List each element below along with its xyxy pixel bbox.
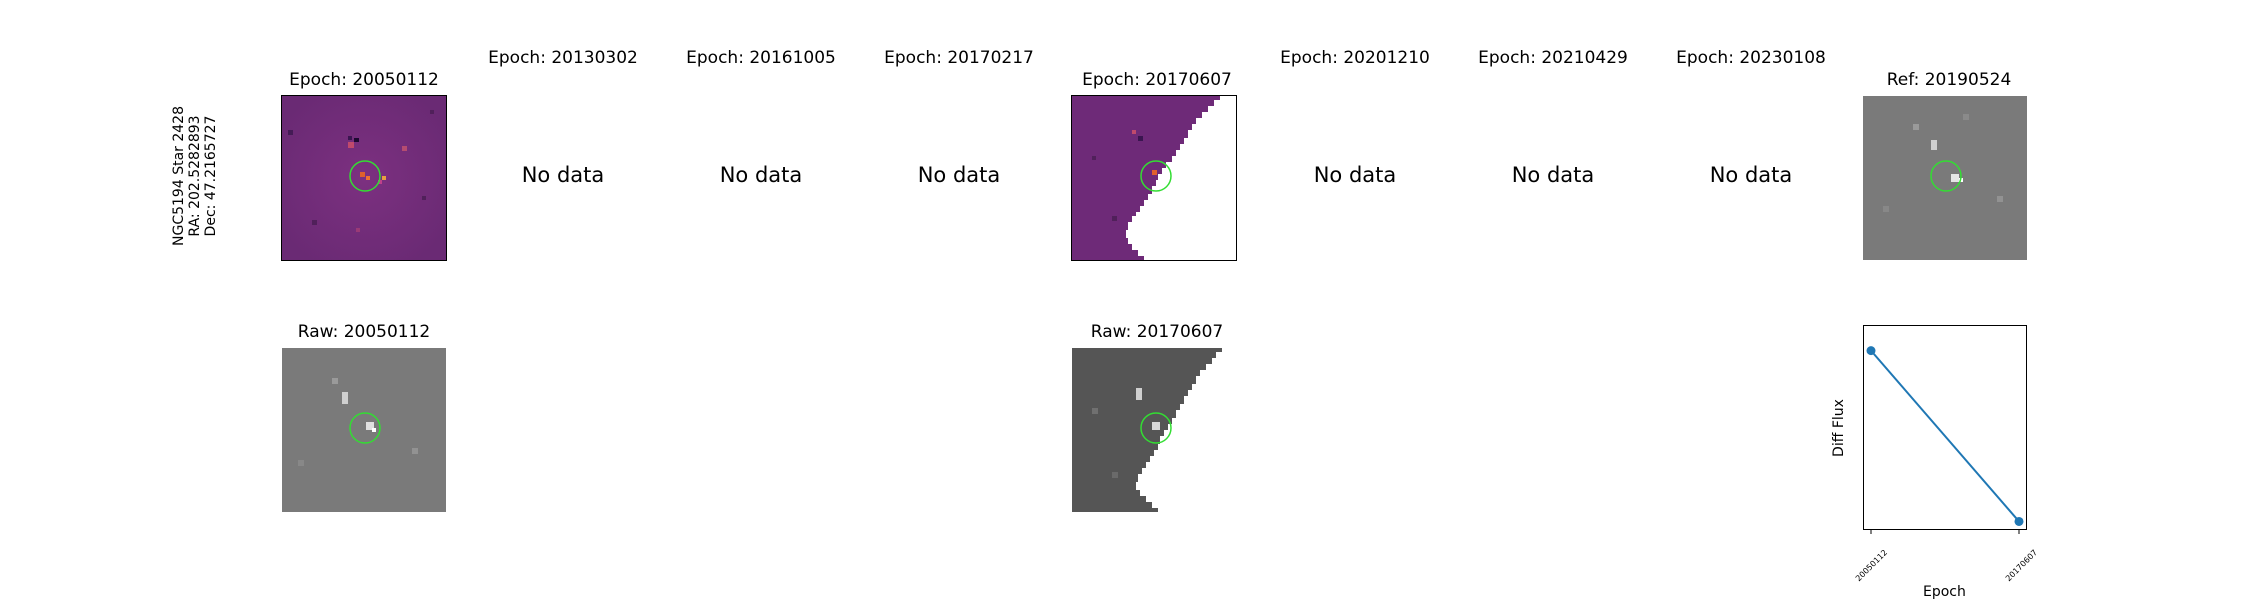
no-data-3: No data — [719, 163, 803, 187]
diff-image-20170607 — [1072, 96, 1236, 260]
no-data-2: No data — [521, 163, 605, 187]
y-axis-label: Diff Flux — [1830, 399, 1847, 457]
epoch-title-8: Epoch: 20230108 — [1676, 48, 1826, 68]
diff-image-20050112 — [282, 96, 446, 260]
light-curve-svg — [1863, 325, 2027, 534]
diff-flux-point — [1866, 346, 1876, 356]
epoch-title-7: Epoch: 20210429 — [1478, 48, 1628, 68]
no-data-4: No data — [917, 163, 1001, 187]
star-name: NGC5194 Star 2428 — [171, 106, 187, 246]
epoch-title-3: Epoch: 20161005 — [686, 48, 836, 68]
target-circle — [1140, 412, 1172, 444]
no-data-6: No data — [1313, 163, 1397, 187]
star-dec: Dec: 47.2165727 — [203, 115, 219, 237]
diff-flux-point — [2014, 516, 2024, 526]
star-ra: RA: 202.5282893 — [187, 115, 203, 237]
light-curve-plot — [1863, 325, 2027, 534]
raw-title-5: Raw: 20170607 — [1090, 322, 1224, 342]
raw-title-1: Raw: 20050112 — [297, 322, 431, 342]
x-tick-label-1: 20050112 — [1853, 548, 1890, 584]
epoch-title-5: Epoch: 20170607 — [1082, 70, 1232, 90]
ref-image — [1863, 96, 2027, 260]
epoch-title-2: Epoch: 20130302 — [488, 48, 638, 68]
epoch-title-1: Epoch: 20050112 — [289, 70, 439, 90]
raw-image-20170607 — [1072, 348, 1236, 512]
target-circle — [349, 160, 381, 192]
no-data-7: No data — [1511, 163, 1595, 187]
star-info-label: NGC5194 Star 2428 RA: 202.5282893 Dec: 4… — [171, 26, 219, 326]
epoch-title-4: Epoch: 20170217 — [884, 48, 1034, 68]
target-circle — [349, 412, 381, 444]
diff-flux-line — [1870, 349, 2020, 523]
target-circle — [1930, 160, 1962, 192]
x-tick-label-2: 20170607 — [2003, 548, 2040, 584]
plot-frame — [1863, 325, 2027, 530]
x-axis-label: Epoch — [1923, 584, 1966, 600]
target-circle — [1140, 160, 1172, 192]
raw-image-20050112 — [282, 348, 446, 512]
no-data-8: No data — [1709, 163, 1793, 187]
ref-title: Ref: 20190524 — [1886, 70, 2012, 90]
epoch-title-6: Epoch: 20201210 — [1280, 48, 1430, 68]
